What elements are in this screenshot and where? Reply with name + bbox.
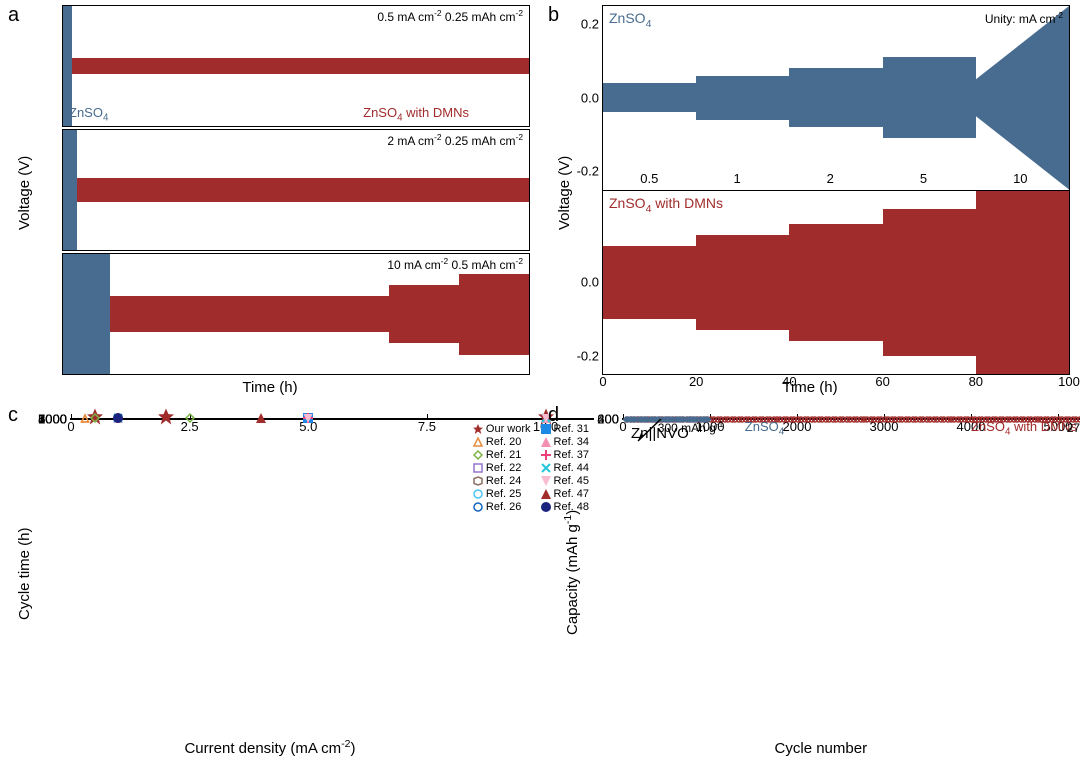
data-point xyxy=(185,410,195,428)
series-label-dmn: ZnSO4 with DMNs xyxy=(971,419,1077,438)
panel-a-subplot-2: 2 mA cm-2 0.25 mAh cm-2-0.60.00.60100600… xyxy=(62,129,530,251)
panel-d: d Capacity (mAh g-1) 0200400600010002000… xyxy=(540,400,1080,763)
y-tick: 600 xyxy=(597,412,619,427)
legend-item: Ref. 20 xyxy=(473,436,531,448)
panel-d-ylabel: Capacity (mAh g-1) xyxy=(562,510,581,635)
panel-a-subplot-3: 10 mA cm-2 0.5 mAh cm-2-0.60.00.60200400… xyxy=(62,253,530,375)
panel-d-xlabel: Cycle number xyxy=(775,740,868,757)
series-label: ZnSO4 xyxy=(609,10,651,30)
x-tick: 1000 xyxy=(116,126,143,127)
dmn-label: ZnSO4 with DMNs xyxy=(363,105,469,124)
x-tick: 4000 xyxy=(316,126,343,127)
x-tick: 200 xyxy=(157,374,177,375)
panel-a-subplot-1: 0.5 mA cm-2 0.25 mAh cm-2 ZnSO4 ZnSO4 with… xyxy=(62,5,530,127)
panel-b-label: b xyxy=(548,4,559,27)
data-point xyxy=(90,410,100,428)
data-point xyxy=(113,410,123,428)
panel-a-subplots: 0.5 mA cm-2 0.25 mAh cm-2 ZnSO4 ZnSO4 with… xyxy=(62,5,530,375)
subplot-condition: 0.5 mA cm-2 0.25 mAh cm-2 xyxy=(377,8,523,24)
x-tick: 0 xyxy=(599,374,606,389)
panel-c-ylabel: Cycle time (h) xyxy=(16,527,33,620)
x-tick: 0 xyxy=(62,250,66,251)
x-tick: 600 xyxy=(123,250,143,251)
x-tick: 0 xyxy=(62,374,66,375)
legend-item: Our work xyxy=(473,423,531,435)
panel-a-xlabel: Time (h) xyxy=(242,379,297,396)
znso4-label: ZnSO4 xyxy=(69,105,108,124)
panel-a-ylabel: Voltage (V) xyxy=(16,156,33,230)
data-point xyxy=(304,410,313,428)
data-point xyxy=(256,410,266,428)
panel-d-label: d xyxy=(548,404,559,427)
rate-label: 1 xyxy=(733,171,740,186)
x-tick: 4000 xyxy=(516,250,530,251)
panel-c-xlabel: Current density (mA cm-2) xyxy=(184,738,355,757)
panel-b-subplot-1: ZnSO4Unity: mA cm-20.512510-0.20.00.2 xyxy=(602,5,1070,190)
rate-label: 5 xyxy=(920,171,927,186)
x-tick: 3600 xyxy=(469,250,496,251)
y-tick: 0.2 xyxy=(581,17,599,32)
series-label: ZnSO4 with DMNs xyxy=(609,195,723,215)
x-tick: 60 xyxy=(875,374,889,389)
x-tick: 3000 xyxy=(249,126,276,127)
panel-c-chart: 0100020003000400050006000700002.55.07.51… xyxy=(70,418,594,420)
start-annotation: 300 mAh g-1 xyxy=(658,419,724,435)
rate-label: 0.5 xyxy=(640,171,658,186)
unity-label: Unity: mA cm-2 xyxy=(985,10,1063,26)
arrow-icon xyxy=(636,419,666,449)
panel-b: b Voltage (V) ZnSO4 Unity: mA cm-2 0.5 1 2 5 1… xyxy=(540,0,1080,400)
panel-b-subplot-2: ZnSO4 with DMNs-0.20.0020406080100 xyxy=(602,190,1070,376)
x-tick: 1000 xyxy=(166,250,193,251)
x-tick: 5000 xyxy=(382,126,409,127)
y-tick: -0.2 xyxy=(577,348,599,363)
data-point xyxy=(81,410,90,428)
x-tick: 20 xyxy=(689,374,703,389)
x-tick: 80 xyxy=(969,374,983,389)
panel-a-label: a xyxy=(8,4,19,27)
panel-c: c Cycle time (h) 01000200030004000500060… xyxy=(0,400,540,763)
x-tick: 6000 xyxy=(449,126,476,127)
rate-label: 10 xyxy=(1013,171,1027,186)
x-tick: 800 xyxy=(467,374,487,375)
y-tick: 7000 xyxy=(38,412,67,427)
x-tick: 100 xyxy=(1058,374,1080,389)
panel-c-label: c xyxy=(8,404,18,427)
x-tick: 600 xyxy=(364,374,384,375)
legend-item: Ref. 25 xyxy=(473,488,531,500)
legend-item: Ref. 22 xyxy=(473,462,531,474)
panel-d-chart: 02004006000100020003000400050006000Zn||N… xyxy=(622,418,1080,420)
y-tick: 0.0 xyxy=(581,90,599,105)
x-tick: 400 xyxy=(260,374,280,375)
subplot-condition: 2 mA cm-2 0.25 mAh cm-2 xyxy=(387,132,523,148)
series-label-znso4: ZnSO4 xyxy=(745,419,784,438)
data-point xyxy=(158,409,174,430)
panel-a: a Voltage (V) 0.5 mA cm-2 0.25 mAh cm-2 Z… xyxy=(0,0,540,400)
x-tick: 0 xyxy=(62,126,66,127)
x-tick: 100 xyxy=(65,250,85,251)
x-tick: 0 xyxy=(67,419,74,434)
x-tick: 2000 xyxy=(183,126,210,127)
panel-b-ylabel: Voltage (V) xyxy=(556,156,573,230)
panel-b-xlabel: Time (h) xyxy=(782,379,837,396)
panel-b-subplots: ZnSO4Unity: mA cm-20.512510-0.20.00.2 Zn… xyxy=(602,5,1070,375)
x-tick: 3200 xyxy=(422,250,449,251)
legend-item: Ref. 24 xyxy=(473,475,531,487)
legend-item: Ref. 21 xyxy=(473,449,531,461)
legend-item: Ref. 26 xyxy=(473,501,531,513)
end-annotation: 270 mAh g-1(90%) xyxy=(1067,419,1080,449)
x-tick: 7.5 xyxy=(418,419,436,434)
y-tick: -0.2 xyxy=(577,164,599,179)
y-tick: 0.0 xyxy=(581,275,599,290)
rate-label: 2 xyxy=(827,171,834,186)
subplot-condition: 10 mA cm-2 0.5 mAh cm-2 xyxy=(387,256,523,272)
